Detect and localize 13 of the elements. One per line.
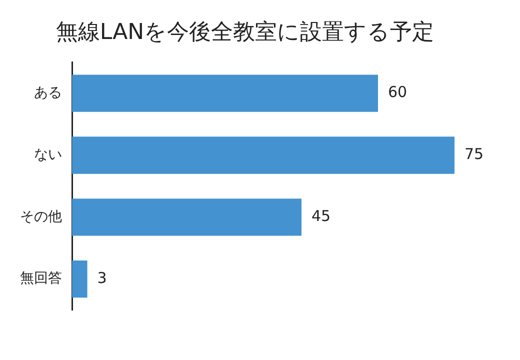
bar [72, 136, 454, 174]
bar [72, 74, 378, 112]
y-tick-label: ない [34, 146, 62, 163]
chart-title: 無線LANを今後全教室に設置する予定 [56, 20, 434, 45]
data-label: 75 [464, 145, 484, 164]
y-tick-label: 無回答 [20, 270, 62, 287]
data-label: 45 [312, 207, 331, 226]
y-tick-label: その他 [20, 208, 62, 225]
data-label: 3 [97, 268, 107, 287]
bar [72, 260, 88, 298]
data-label: 60 [388, 83, 408, 102]
y-tick-label: ある [34, 84, 62, 101]
bar [72, 198, 302, 236]
